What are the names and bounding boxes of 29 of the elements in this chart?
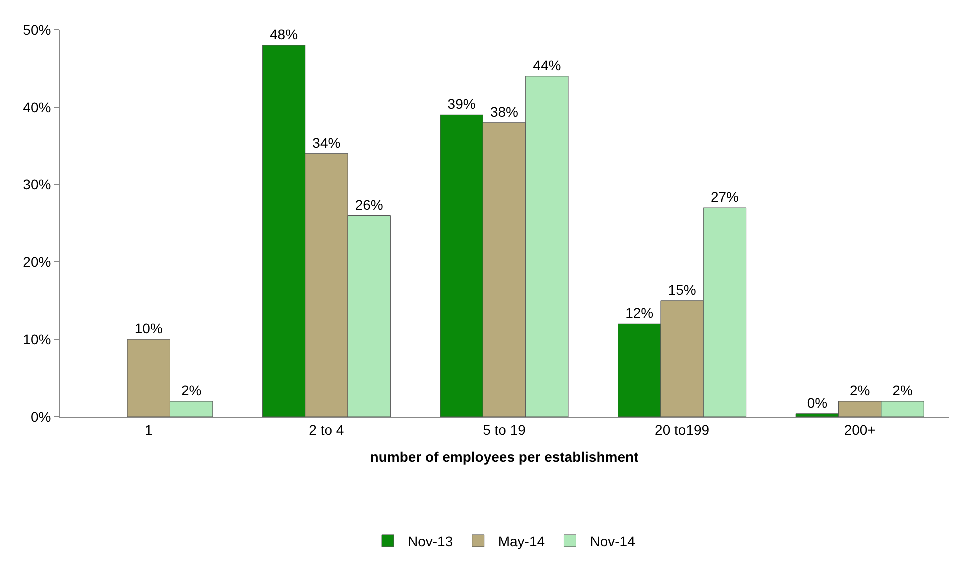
data-label: 44% bbox=[533, 57, 562, 74]
x-axis-title: number of employees per establishment bbox=[370, 449, 640, 466]
data-label: 15% bbox=[668, 282, 696, 298]
y-tick-label: 40% bbox=[23, 99, 52, 116]
y-tick-label: 50% bbox=[23, 22, 52, 38]
y-tick-label: 10% bbox=[23, 332, 52, 348]
data-label: 10% bbox=[134, 320, 163, 337]
data-label: 0% bbox=[807, 394, 828, 411]
x-tick-label: 20 to199 bbox=[655, 422, 710, 438]
data-label: 12% bbox=[626, 305, 654, 322]
data-label: 2% bbox=[892, 382, 913, 399]
data-label: 34% bbox=[312, 134, 341, 151]
x-tick-label: 5 to 19 bbox=[483, 422, 526, 438]
legend-label: May-14 bbox=[498, 533, 546, 550]
data-label: 2% bbox=[181, 382, 202, 399]
x-tick-label: 200+ bbox=[844, 422, 876, 438]
y-tick-label: 30% bbox=[23, 176, 52, 193]
y-tick-label: 0% bbox=[30, 408, 52, 425]
legend-label: Nov-14 bbox=[590, 533, 636, 550]
x-tick-label: 1 bbox=[145, 422, 153, 438]
data-label: 2% bbox=[850, 382, 870, 399]
legend-label: Nov-13 bbox=[408, 533, 454, 550]
data-label: 27% bbox=[710, 189, 739, 206]
data-label: 26% bbox=[355, 196, 384, 213]
data-label: 38% bbox=[490, 104, 519, 120]
x-tick-label: 2 to 4 bbox=[309, 422, 344, 438]
data-label: 48% bbox=[270, 26, 298, 42]
data-label: 39% bbox=[448, 96, 476, 112]
y-tick-label: 20% bbox=[23, 254, 52, 270]
